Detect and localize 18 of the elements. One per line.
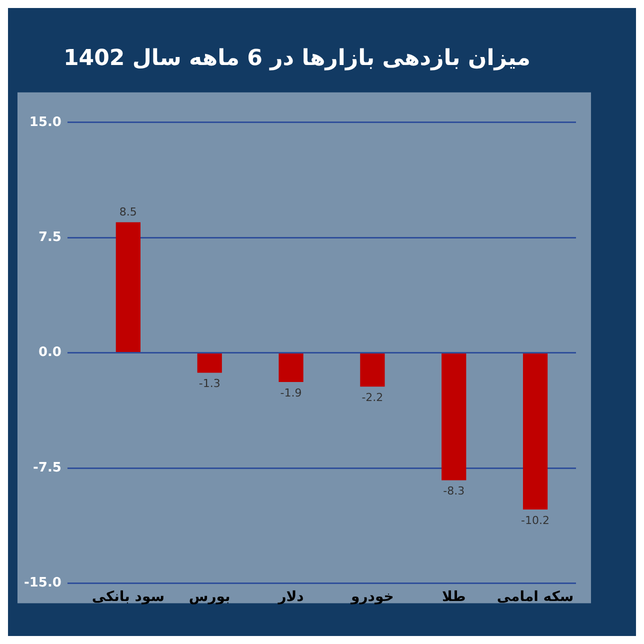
y-tick-label: -7.5 <box>33 460 62 476</box>
x-tick-label: بورس <box>188 589 230 606</box>
data-label: -1.3 <box>198 377 220 390</box>
x-tick-label: سکه امامی <box>496 589 574 606</box>
x-tick-label: طلا <box>442 589 466 606</box>
y-tick-label: 7.5 <box>38 230 62 245</box>
x-tick-label: خودرو <box>350 589 394 606</box>
y-tick-label: 0.0 <box>38 345 62 360</box>
data-label: -8.3 <box>443 484 465 498</box>
data-label: 8.5 <box>119 206 137 219</box>
y-tick-label: 15.0 <box>29 114 62 130</box>
x-tick-label: دلار <box>277 589 304 606</box>
x-tick-label: سود بانکی <box>92 589 165 606</box>
data-label: -2.2 <box>362 390 384 404</box>
data-label: -10.2 <box>521 514 550 527</box>
chart-title: میزان بازدهی بازارها در 6 ماهه سال 1402 <box>63 46 531 71</box>
data-label: -1.9 <box>280 386 302 400</box>
y-tick-label: -15.0 <box>24 576 62 591</box>
